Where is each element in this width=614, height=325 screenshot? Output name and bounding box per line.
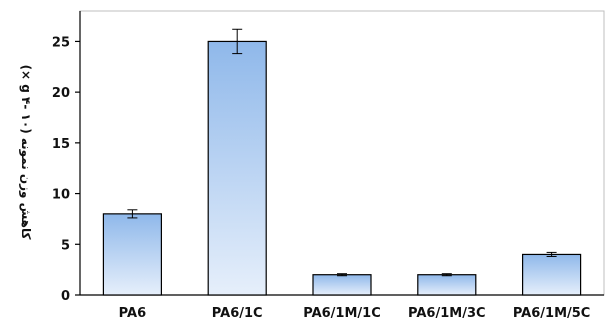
bar-pa6-1m-3c [417, 274, 477, 296]
y-tick-label: 15 [52, 137, 70, 152]
x-category-label: PA6/1M/5C [513, 306, 591, 321]
bar-pa6 [102, 213, 163, 296]
x-category-label: PA6/1C [212, 306, 263, 321]
y-tick-label: 10 [52, 188, 70, 203]
bar-pa6-1c [207, 40, 267, 296]
y-axis-label: کاهش وزن نمونه (g ۴- ۱۰ ×) [18, 65, 33, 240]
error-bar [232, 28, 243, 55]
y-tick-label: 20 [52, 86, 70, 101]
x-category-label: PA6 [119, 306, 146, 321]
bar-pa6-1m-5c [521, 253, 582, 296]
y-tick-label: 5 [61, 238, 70, 253]
error-bar [337, 273, 347, 277]
y-tick-label: 25 [52, 35, 70, 50]
bar-pa6-1m-1c [312, 274, 372, 296]
error-bar [546, 251, 557, 257]
x-category-label: PA6/1M/3C [408, 306, 486, 321]
x-category-label: PA6/1M/1C [303, 306, 381, 321]
error-bar [127, 209, 138, 219]
y-tick-label: 0 [61, 289, 70, 304]
error-bar [441, 273, 452, 277]
